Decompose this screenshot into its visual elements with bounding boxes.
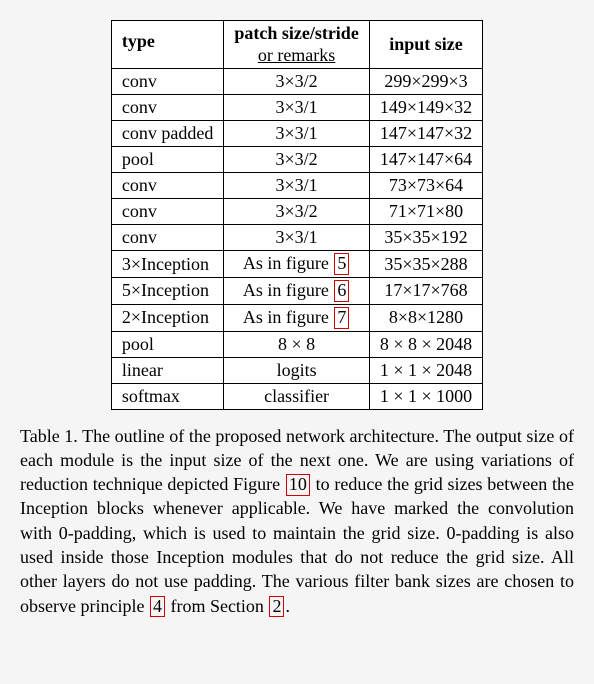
cell-type: pool	[111, 331, 223, 357]
cell-patch: 3×3/1	[224, 173, 369, 199]
cell-input: 149×149×32	[369, 95, 482, 121]
cell-patch-prefix: As in figure	[243, 307, 333, 327]
principle-ref-4[interactable]: 4	[150, 596, 165, 618]
table-row: conv padded3×3/1147×147×32	[111, 121, 482, 147]
section-ref-2[interactable]: 2	[269, 596, 284, 618]
table-row: pool3×3/2147×147×64	[111, 147, 482, 173]
header-patch-main: patch size/stride	[234, 23, 358, 45]
cell-type: 3×Inception	[111, 251, 223, 278]
cell-input: 17×17×768	[369, 277, 482, 304]
cell-input: 1 × 1 × 2048	[369, 357, 482, 383]
cell-type: conv	[111, 199, 223, 225]
caption-seg4: .	[285, 596, 290, 616]
cell-input: 35×35×192	[369, 225, 482, 251]
table-row: softmaxclassifier1 × 1 × 1000	[111, 383, 482, 409]
cell-patch: 3×3/1	[224, 225, 369, 251]
caption-seg3: from Section	[166, 596, 268, 616]
cell-patch: 3×3/1	[224, 95, 369, 121]
cell-type: conv	[111, 95, 223, 121]
cell-type: conv	[111, 225, 223, 251]
table-row: pool8 × 88 × 8 × 2048	[111, 331, 482, 357]
table-row: linearlogits1 × 1 × 2048	[111, 357, 482, 383]
cell-type: conv	[111, 69, 223, 95]
cell-input: 147×147×32	[369, 121, 482, 147]
table-row: 5×InceptionAs in figure 617×17×768	[111, 277, 482, 304]
header-type: type	[111, 21, 223, 69]
header-input: input size	[369, 21, 482, 69]
cell-patch-prefix: As in figure	[243, 253, 333, 273]
cell-patch: 3×3/2	[224, 199, 369, 225]
table-caption: Table 1. The outline of the proposed net…	[20, 424, 574, 618]
table-row: conv3×3/271×71×80	[111, 199, 482, 225]
cell-input: 8 × 8 × 2048	[369, 331, 482, 357]
cell-input: 35×35×288	[369, 251, 482, 278]
cell-patch: As in figure 5	[224, 251, 369, 278]
cell-type: linear	[111, 357, 223, 383]
table-row: conv3×3/173×73×64	[111, 173, 482, 199]
figure-ref-6[interactable]: 6	[334, 280, 349, 302]
cell-type: conv	[111, 173, 223, 199]
header-patch-sub: or remarks	[258, 45, 335, 67]
cell-type: 5×Inception	[111, 277, 223, 304]
table-row: 2×InceptionAs in figure 78×8×1280	[111, 304, 482, 331]
table-row: 3×InceptionAs in figure 535×35×288	[111, 251, 482, 278]
cell-patch: As in figure 6	[224, 277, 369, 304]
table-body: conv3×3/2299×299×3conv3×3/1149×149×32con…	[111, 69, 482, 409]
cell-type: conv padded	[111, 121, 223, 147]
cell-type: pool	[111, 147, 223, 173]
cell-patch: classifier	[224, 383, 369, 409]
figure-ref-5[interactable]: 5	[334, 253, 349, 275]
table-row: conv3×3/1149×149×32	[111, 95, 482, 121]
table-row: conv3×3/2299×299×3	[111, 69, 482, 95]
cell-patch: 3×3/1	[224, 121, 369, 147]
cell-patch: As in figure 7	[224, 304, 369, 331]
architecture-table-wrapper: type patch size/stride or remarks input …	[20, 20, 574, 410]
table-header-row: type patch size/stride or remarks input …	[111, 21, 482, 69]
cell-patch-prefix: As in figure	[243, 280, 333, 300]
figure-ref-7[interactable]: 7	[334, 307, 349, 329]
cell-patch: 3×3/2	[224, 69, 369, 95]
header-patch: patch size/stride or remarks	[224, 21, 369, 69]
cell-patch: logits	[224, 357, 369, 383]
cell-input: 147×147×64	[369, 147, 482, 173]
caption-label: Table 1.	[20, 426, 78, 446]
cell-input: 1 × 1 × 1000	[369, 383, 482, 409]
cell-input: 73×73×64	[369, 173, 482, 199]
cell-patch: 8 × 8	[224, 331, 369, 357]
cell-input: 299×299×3	[369, 69, 482, 95]
cell-type: softmax	[111, 383, 223, 409]
architecture-table: type patch size/stride or remarks input …	[111, 20, 483, 410]
cell-input: 8×8×1280	[369, 304, 482, 331]
cell-input: 71×71×80	[369, 199, 482, 225]
cell-type: 2×Inception	[111, 304, 223, 331]
cell-patch: 3×3/2	[224, 147, 369, 173]
figure-ref-10[interactable]: 10	[286, 474, 310, 496]
table-row: conv3×3/135×35×192	[111, 225, 482, 251]
